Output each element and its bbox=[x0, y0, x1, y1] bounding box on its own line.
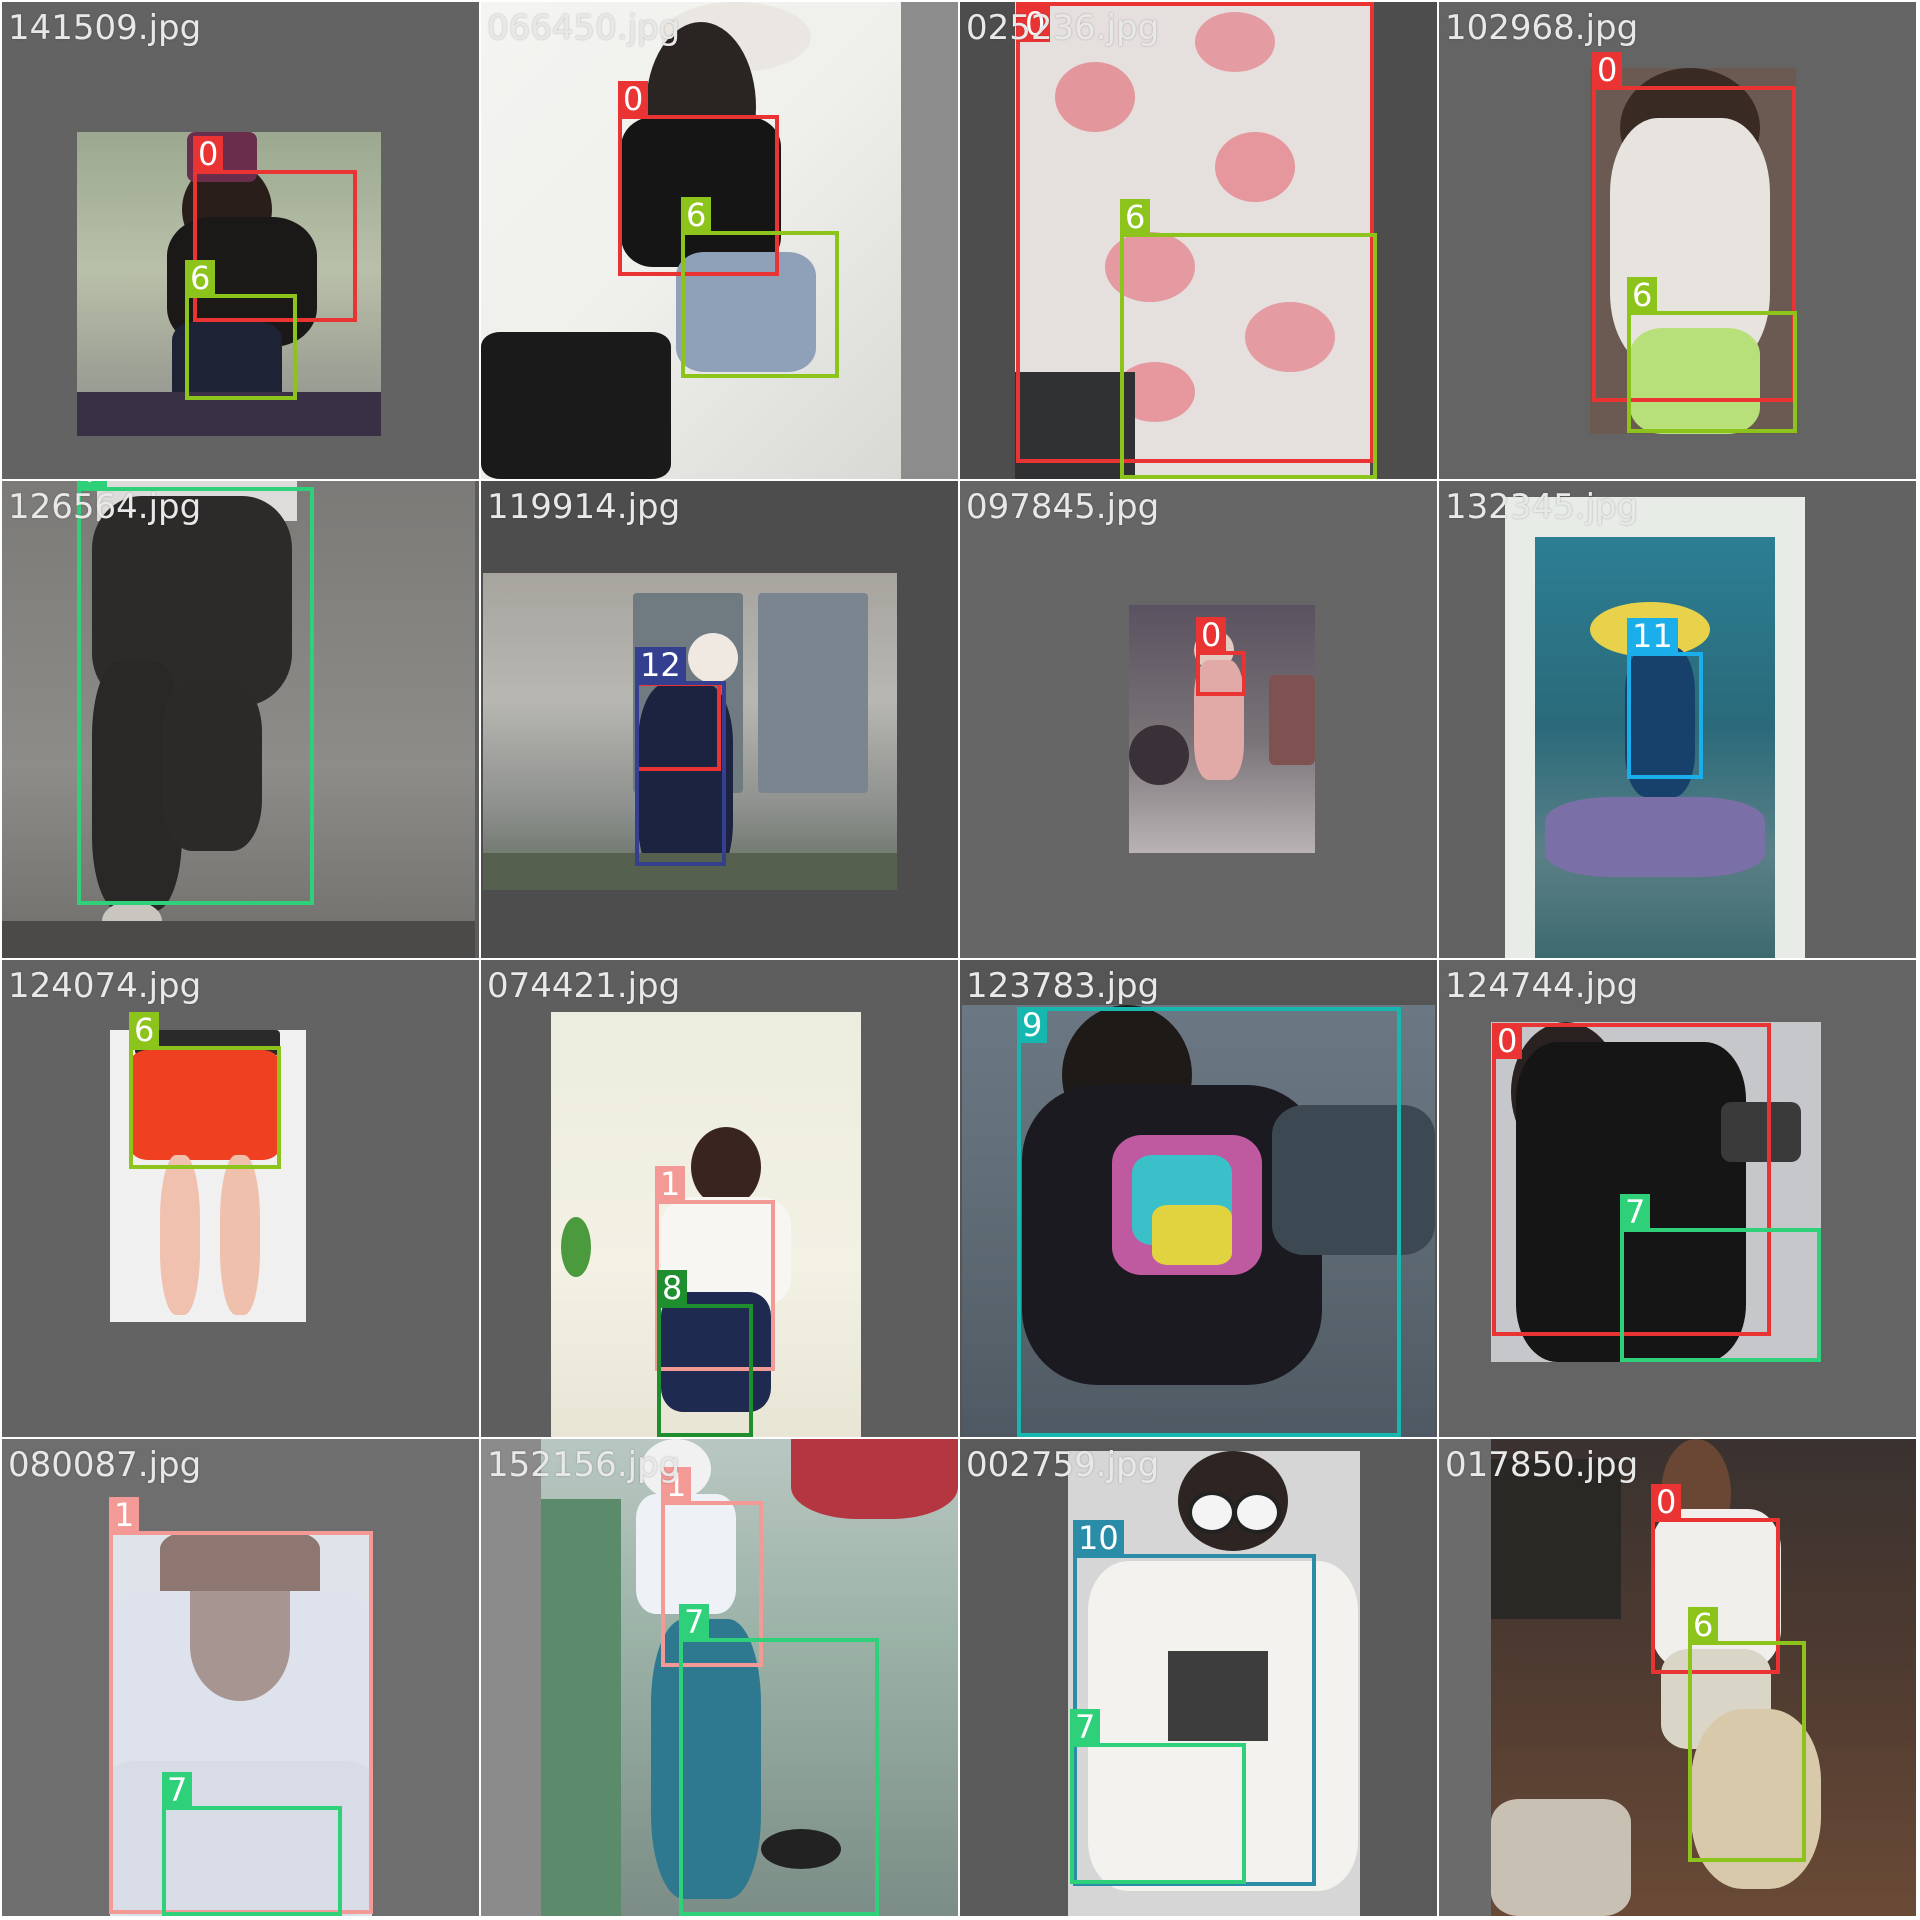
class-label: 6 bbox=[681, 197, 712, 233]
photo bbox=[551, 1012, 861, 1437]
class-label: 1 bbox=[109, 1497, 140, 1533]
class-label: 0 bbox=[1492, 1023, 1523, 1059]
bounding-box: 0 bbox=[1016, 2, 1374, 463]
class-label: 1 bbox=[661, 1467, 692, 1503]
bounding-box: 0 bbox=[1196, 617, 1246, 696]
tile-filename: 124744.jpg bbox=[1445, 966, 1639, 1006]
class-label: 11 bbox=[1627, 618, 1678, 654]
mosaic-tile: 10 7 002759.jpg bbox=[960, 1439, 1437, 1916]
class-label: 1 bbox=[655, 1166, 686, 1202]
mosaic-tile: 0 6 017850.jpg bbox=[1439, 1439, 1916, 1916]
class-label: 6 bbox=[185, 260, 216, 296]
class-label: 0 bbox=[1020, 6, 1051, 42]
tile-filename: 141509.jpg bbox=[8, 8, 202, 48]
bounding-box: 0 bbox=[1492, 1023, 1771, 1336]
tile-filename: 080087.jpg bbox=[8, 1445, 202, 1485]
bounding-box: 7 bbox=[1070, 1709, 1246, 1884]
mosaic-tile: 12 119914.jpg bbox=[481, 481, 958, 958]
tile-filename: 074421.jpg bbox=[487, 966, 681, 1006]
mosaic-tile: 1 7 080087.jpg bbox=[2, 1439, 479, 1916]
mosaic-tile: 0 7 124744.jpg bbox=[1439, 960, 1916, 1437]
class-label: 7 bbox=[1620, 1194, 1651, 1230]
bounding-box: 7 bbox=[679, 1604, 879, 1916]
bounding-box: 12 bbox=[635, 647, 726, 866]
tile-filename: 123783.jpg bbox=[966, 966, 1160, 1006]
class-label: 6 bbox=[1688, 1607, 1719, 1643]
class-label: 0 bbox=[1196, 617, 1227, 653]
photo bbox=[541, 1439, 958, 1916]
class-label: 12 bbox=[635, 647, 686, 683]
bounding-box: 6 bbox=[681, 197, 839, 378]
photo bbox=[110, 1531, 372, 1916]
bounding-box: 9 bbox=[1017, 1007, 1401, 1437]
tile-filename: 152156.jpg bbox=[487, 1445, 681, 1485]
class-label: 7 bbox=[77, 481, 108, 489]
bounding-box: 7 bbox=[162, 1772, 342, 1916]
mosaic-tile: 11 132345.jpg bbox=[1439, 481, 1916, 958]
class-label: 6 bbox=[1120, 199, 1151, 235]
bounding-box: 7 bbox=[77, 481, 314, 905]
bounding-box: 6 bbox=[1627, 277, 1797, 433]
bounding-box: 6 bbox=[1120, 199, 1377, 479]
class-label: 7 bbox=[679, 1604, 710, 1640]
mosaic-tile: 6 124074.jpg bbox=[2, 960, 479, 1437]
tile-filename: 119914.jpg bbox=[487, 487, 681, 527]
tile-filename: 002759.jpg bbox=[966, 1445, 1160, 1485]
class-label: 7 bbox=[1070, 1709, 1101, 1745]
bounding-box: 0 bbox=[1592, 52, 1796, 402]
bounding-box: 8 bbox=[657, 1270, 753, 1437]
bounding-box: 0 bbox=[1651, 1484, 1780, 1674]
class-label: 8 bbox=[657, 1270, 688, 1306]
class-label: 0 bbox=[193, 136, 224, 172]
class-label: 6 bbox=[1627, 277, 1658, 313]
bounding-box: 0 bbox=[193, 136, 357, 322]
photo bbox=[1590, 68, 1796, 434]
photo bbox=[110, 1030, 306, 1322]
mosaic-tile: 0 6 066450.jpg bbox=[481, 2, 958, 479]
mosaic-tile: 9 123783.jpg bbox=[960, 960, 1437, 1437]
mosaic-tile: 0 6 141509.jpg bbox=[2, 2, 479, 479]
photo bbox=[1491, 1439, 1916, 1916]
tile-filename: 102968.jpg bbox=[1445, 8, 1639, 48]
photo bbox=[1129, 605, 1315, 853]
class-label: 0 bbox=[1592, 52, 1623, 88]
photo bbox=[481, 2, 901, 479]
class-label: 7 bbox=[162, 1772, 193, 1808]
bounding-box: 7 bbox=[1620, 1194, 1821, 1362]
photo bbox=[1505, 497, 1805, 958]
class-label: 0 bbox=[1651, 1484, 1682, 1520]
bounding-box: 6 bbox=[129, 1012, 281, 1169]
mosaic-tile: 0 6 025236.jpg bbox=[960, 2, 1437, 479]
bounding-box: 11 bbox=[1627, 618, 1703, 779]
class-label: 9 bbox=[1017, 1007, 1048, 1043]
mosaic-tile: 7 126564.jpg bbox=[2, 481, 479, 958]
tile-filename: 132345.jpg bbox=[1445, 487, 1639, 527]
tile-filename: 066450.jpg bbox=[487, 8, 681, 48]
bounding-box: 1 bbox=[661, 1467, 763, 1667]
class-label: 0 bbox=[618, 81, 649, 117]
mosaic-tile: 1 8 074421.jpg bbox=[481, 960, 958, 1437]
tile-filename: 017850.jpg bbox=[1445, 1445, 1639, 1485]
tile-filename: 126564.jpg bbox=[8, 487, 202, 527]
bounding-box: 6 bbox=[1688, 1607, 1806, 1862]
tile-filename: 025236.jpg bbox=[966, 8, 1160, 48]
mosaic-tile: 0 097845.jpg bbox=[960, 481, 1437, 958]
bounding-box: 0 bbox=[618, 81, 779, 276]
bounding-box: 6 bbox=[185, 260, 297, 400]
mosaic-tile: 1 7 152156.jpg bbox=[481, 1439, 958, 1916]
tile-filename: 097845.jpg bbox=[966, 487, 1160, 527]
class-label: 10 bbox=[1073, 1520, 1124, 1556]
tile-filename: 124074.jpg bbox=[8, 966, 202, 1006]
class-label: 6 bbox=[129, 1012, 160, 1048]
photo bbox=[962, 1005, 1435, 1437]
mosaic-tile: 0 6 102968.jpg bbox=[1439, 2, 1916, 479]
